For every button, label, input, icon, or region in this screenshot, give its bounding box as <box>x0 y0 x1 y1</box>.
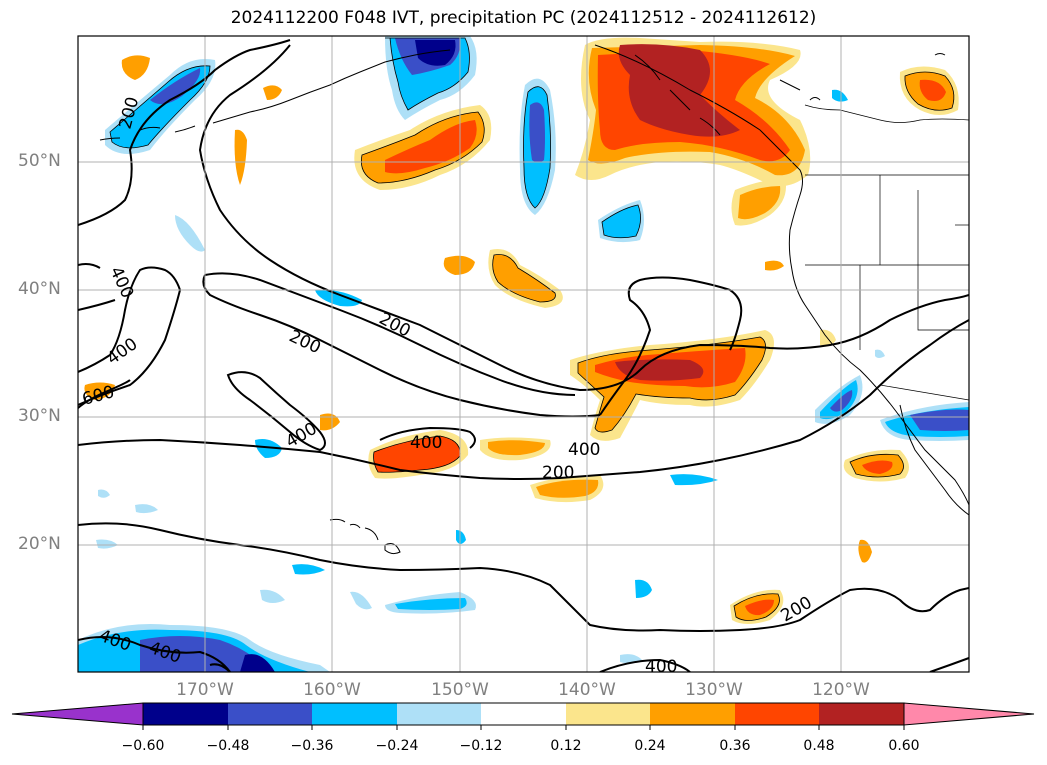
colorbar-frame <box>142 702 905 726</box>
colorbar-under-extension <box>11 702 144 726</box>
colorbar-bin-4 <box>397 703 481 725</box>
colorbar-tick--0.36: −0.36 <box>290 738 334 754</box>
lon-label-140w: 140°W <box>558 680 616 700</box>
contour-label-400e: 400 <box>568 440 600 460</box>
lon-label-160w: 160°W <box>303 680 361 700</box>
lat-label-30n: 30°N <box>18 406 61 426</box>
lon-label-150w: 150°W <box>431 680 489 700</box>
colorbar-tick--0.48: −0.48 <box>206 738 250 754</box>
colorbar-bin-2 <box>228 703 312 725</box>
colorbar-tick-0.48: 0.48 <box>803 738 835 754</box>
lon-label-130w: 130°W <box>685 680 743 700</box>
colorbar-over-extension <box>903 702 1035 726</box>
colorbar-bin-6 <box>566 703 650 725</box>
colorbar-bin-7 <box>650 703 735 725</box>
colorbar-tick-0.24: 0.24 <box>634 738 666 754</box>
colorbar-bin-5 <box>481 703 566 725</box>
lon-label-170w: 170°W <box>176 680 234 700</box>
colorbar-tick--0.12: −0.12 <box>459 738 503 754</box>
map-frame <box>77 35 970 673</box>
colorbar <box>11 702 1035 730</box>
colorbar-bin-8 <box>735 703 819 725</box>
graticule <box>78 36 969 672</box>
ivt-contours <box>78 39 969 672</box>
colorbar-tick-0.12: 0.12 <box>550 738 582 754</box>
chart-title: 2024112200 F048 IVT, precipitation PC (2… <box>230 8 817 28</box>
lat-label-40n: 40°N <box>18 279 61 299</box>
contour-label-400d: 400 <box>410 433 442 453</box>
colorbar-tick--0.60: −0.60 <box>121 738 165 754</box>
contour-label-400h: 400 <box>645 657 677 677</box>
colorbar-tick-0.60: 0.60 <box>888 738 920 754</box>
colorbar-bin-3 <box>312 703 397 725</box>
lat-label-20n: 20°N <box>18 534 61 554</box>
colorbar-tick-0.36: 0.36 <box>719 738 751 754</box>
colorbar-bin-9 <box>819 703 904 725</box>
contour-label-200d: 200 <box>542 463 574 483</box>
colorbar-bin-1 <box>143 703 228 725</box>
colorbar-tick--0.24: −0.24 <box>375 738 419 754</box>
lon-label-120w: 120°W <box>812 680 870 700</box>
coastlines <box>99 44 969 555</box>
lat-label-50n: 50°N <box>18 151 61 171</box>
